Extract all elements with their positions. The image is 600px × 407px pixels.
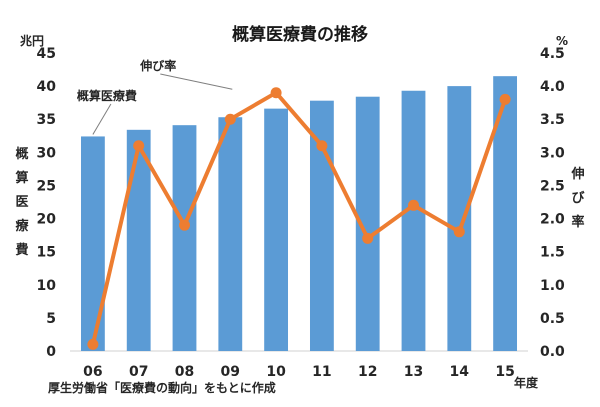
left-tick-label: 15 [37, 245, 56, 261]
line-point [133, 140, 145, 152]
right-axis-unit: % [556, 34, 568, 48]
line-point [408, 199, 419, 211]
left-tick-label: 10 [37, 278, 57, 294]
left-tick-label: 40 [37, 79, 57, 95]
x-tick-label: 12 [358, 364, 377, 380]
left-axis-title: 概算医療費 [15, 146, 29, 258]
right-axis-ticks: 0.0 0.5 1.0 1.5 2.0 2.5 3.0 3.5 4.0 4.5 [540, 46, 565, 360]
bar-callout-line [92, 103, 112, 135]
x-tick-label: 09 [221, 364, 240, 380]
bar [447, 86, 472, 351]
bar [493, 76, 518, 351]
line-callout-line [160, 73, 233, 90]
x-tick-label: 13 [404, 364, 423, 380]
x-axis-unit: 年度 [514, 375, 539, 390]
x-tick-label: 10 [266, 364, 286, 380]
right-tick-label: 0.0 [540, 344, 565, 360]
bar-callout-label: 概算医療費 [77, 88, 137, 103]
left-tick-label: 5 [46, 311, 56, 327]
left-tick-label: 20 [37, 212, 57, 228]
line-point [316, 140, 328, 152]
bar [401, 90, 426, 351]
bar [218, 117, 243, 351]
left-axis-title-char: 算 [15, 170, 28, 186]
right-tick-label: 2.0 [540, 212, 565, 228]
x-tick-label: 11 [312, 364, 331, 380]
left-axis-ticks: 0 5 10 15 20 25 30 35 40 45 [37, 46, 57, 360]
growth-rate-line [90, 90, 507, 345]
line-point [224, 113, 236, 125]
chart-title: 概算医療費の推移 [232, 24, 368, 45]
bar [309, 100, 334, 352]
line-point [453, 226, 465, 238]
bar [172, 125, 197, 351]
x-tick-label: 08 [175, 364, 194, 380]
left-axis-title-char: 医 [15, 195, 28, 210]
left-tick-label: 30 [37, 145, 57, 161]
line-point [270, 87, 282, 99]
source-note: 厚生労働省「医療費の動向」をもとに作成 [48, 380, 276, 395]
line-callout-label: 伸び率 [139, 58, 176, 73]
x-tick-label: 07 [129, 364, 148, 380]
right-tick-label: 0.5 [540, 311, 565, 327]
x-tick-label: 06 [83, 364, 102, 380]
growth-rate-points [87, 87, 511, 350]
line-point [362, 232, 374, 244]
right-tick-label: 3.0 [540, 145, 565, 161]
bar-series [80, 76, 518, 352]
left-tick-label: 35 [37, 112, 56, 128]
right-tick-label: 2.5 [540, 178, 565, 194]
right-tick-label: 4.0 [540, 79, 565, 95]
right-tick-label: 1.0 [540, 278, 565, 294]
line-point [87, 338, 99, 350]
bar [264, 108, 289, 351]
x-axis-ticks: 06 07 08 09 10 11 12 13 14 15 [83, 364, 515, 380]
line-point [499, 93, 511, 105]
right-axis-title-char: 率 [571, 214, 584, 230]
left-axis-title-char: 療 [15, 218, 29, 234]
right-axis-title-char: 伸 [570, 166, 584, 182]
right-axis-title-char: び [571, 191, 585, 206]
bar [126, 129, 151, 351]
left-tick-label: 45 [37, 46, 56, 62]
left-axis-unit: 兆円 [20, 33, 44, 48]
x-tick-label: 15 [495, 364, 514, 380]
line-point [179, 219, 190, 231]
right-tick-label: 3.5 [540, 112, 565, 128]
left-axis-title-char: 費 [15, 242, 28, 258]
left-tick-label: 0 [46, 344, 56, 360]
right-tick-label: 1.5 [540, 245, 565, 261]
right-axis-title: 伸び率 [570, 166, 585, 230]
left-tick-label: 25 [37, 178, 56, 194]
bar [355, 96, 380, 351]
bar [80, 136, 105, 351]
x-tick-label: 14 [450, 364, 470, 380]
left-axis-title-char: 概 [15, 146, 28, 162]
right-tick-label: 4.5 [540, 46, 565, 62]
